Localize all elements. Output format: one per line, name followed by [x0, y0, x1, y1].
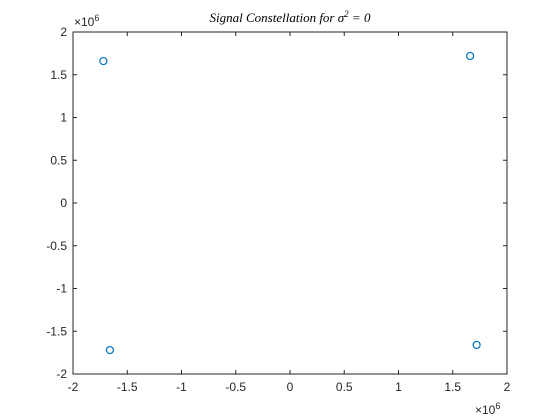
- title-prefix: Signal Constellation for: [210, 10, 338, 25]
- y-tick-label: -0.5: [46, 239, 67, 253]
- title-symbol: σ: [338, 10, 345, 25]
- data-point: [472, 340, 481, 350]
- y-tick-label: 1.5: [50, 68, 67, 82]
- y-tick-label: -1: [56, 282, 67, 296]
- y-tick-label: 1: [60, 111, 67, 125]
- y-axis: -2 -1.5 -1 -0.5 0 0.5 1 1.5 2: [46, 25, 507, 381]
- x-tick-label: -1: [176, 380, 187, 394]
- y-tick-label: 2: [60, 25, 67, 39]
- data-point: [466, 51, 475, 61]
- x-tick-label: 0: [287, 380, 294, 394]
- x-tick-label: 1: [395, 380, 402, 394]
- data-point: [105, 345, 114, 355]
- title-superscript: 2: [344, 9, 349, 19]
- y-tick-label: 0.5: [50, 153, 67, 167]
- y-tick-label: -2: [56, 367, 67, 381]
- y-multiplier-exp: 6: [94, 13, 99, 23]
- x-tick-label: -2: [68, 380, 79, 394]
- data-points: [99, 51, 481, 355]
- y-tick-label: 0: [60, 196, 67, 210]
- y-tick-label: -1.5: [46, 324, 67, 338]
- x-multiplier-exp: 6: [495, 401, 500, 411]
- title-suffix: = 0: [349, 10, 371, 25]
- x-axis-multiplier: ×106: [475, 401, 500, 417]
- y-multiplier-base: ×10: [74, 15, 95, 29]
- x-tick-label: 1.5: [444, 380, 461, 394]
- x-tick-label: 2: [504, 380, 511, 394]
- x-tick-label: 0.5: [336, 380, 353, 394]
- x-axis: -2 -1.5 -1 -0.5 0 0.5 1 1.5 2: [68, 32, 511, 394]
- x-multiplier-base: ×10: [475, 403, 496, 417]
- y-axis-multiplier: ×106: [74, 13, 99, 29]
- x-tick-label: -0.5: [225, 380, 246, 394]
- data-point: [99, 56, 108, 66]
- chart-title: Signal Constellation for σ2 = 0: [210, 9, 371, 25]
- x-tick-label: -1.5: [117, 380, 138, 394]
- axes-box: [72, 31, 508, 375]
